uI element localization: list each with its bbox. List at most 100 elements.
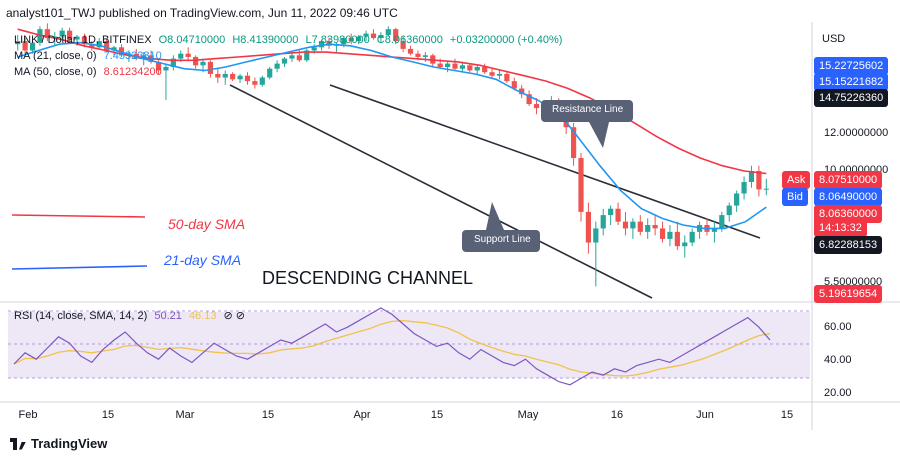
candle-body [289, 55, 294, 58]
candle-body [208, 62, 213, 74]
candle-body [445, 64, 450, 67]
candle-body [690, 232, 695, 243]
sma50-annotation: 50-day SMA [168, 216, 245, 232]
candle-body [534, 104, 539, 108]
candle-body [178, 54, 183, 59]
candle-body [186, 54, 191, 57]
candle-body [237, 76, 242, 80]
symbol-label[interactable]: LINK / Dollar, 1D, BITFINEX [14, 34, 152, 46]
candle-body [489, 72, 494, 76]
candle-body [408, 49, 413, 54]
rsi-tick-40: 40.00 [824, 354, 852, 366]
hide-icon[interactable]: ⊘ ⊘ [224, 310, 246, 322]
candle-body [682, 243, 687, 247]
candle-body [438, 64, 443, 67]
support-line-label: Support Line [474, 234, 531, 245]
candle-body [200, 62, 205, 65]
price-tag-3: 14.75226360 [814, 89, 888, 107]
bid-price-tag: 8.06490000 [814, 188, 882, 206]
rsi-ma-value: 46.13 [189, 310, 217, 322]
candle-body [578, 158, 583, 212]
candle-body [734, 193, 739, 205]
candle-body [601, 215, 606, 228]
open-value: O8.04710000 [159, 34, 226, 46]
candle-body [586, 212, 591, 243]
candle-body [593, 228, 598, 242]
high-value: H8.41390000 [232, 34, 298, 46]
candle-body [297, 55, 302, 60]
rsi-tick-20: 20.00 [824, 387, 852, 399]
ma50-label[interactable]: MA (50, close, 0) [14, 66, 97, 78]
time-axis: Feb 15 Mar 15 Apr 15 May 16 Jun 15 [19, 409, 794, 421]
candle-body [660, 228, 665, 239]
ohlc-legend: LINK / Dollar, 1D, BITFINEX O8.04710000 … [14, 34, 566, 46]
resistance-line-label: Resistance Line [552, 104, 623, 115]
time-tick-label: May [518, 409, 539, 421]
candle-body [615, 209, 620, 222]
rsi-label[interactable]: RSI (14, close, SMA, 14, 2) [14, 310, 147, 322]
candle-body [312, 47, 317, 50]
candle-body [282, 59, 287, 64]
low-value: L7.83980000 [305, 34, 369, 46]
candle-body [623, 222, 628, 229]
rsi-legend: RSI (14, close, SMA, 14, 2) 50.21 46.13 … [14, 309, 249, 322]
ma50-value: 8.61234200 [104, 66, 162, 78]
currency-label: USD [822, 33, 845, 45]
price-tick-12: 12.00000000 [824, 127, 888, 139]
rsi-value: 50.21 [154, 310, 182, 322]
candle-body [267, 69, 272, 78]
candle-body [223, 74, 228, 78]
time-tick-label: 15 [102, 409, 114, 421]
candle-body [252, 81, 257, 85]
candle-body [193, 57, 198, 65]
candle-body [482, 67, 487, 72]
change-value: +0.03200000 (+0.40%) [450, 34, 563, 46]
bid-label: Bid [782, 188, 808, 206]
candle-body [608, 209, 613, 215]
ma21-label[interactable]: MA (21, close, 0) [14, 50, 97, 62]
candle-body [245, 76, 250, 81]
candle-body [475, 67, 480, 70]
rsi-tick-60: 60.00 [824, 321, 852, 333]
candle-body [497, 74, 502, 76]
close-value: C8.06360000 [377, 34, 443, 46]
candle-body [275, 64, 280, 69]
time-tick-label: 15 [262, 409, 274, 421]
time-tick-label: Apr [353, 409, 370, 421]
candle-body [452, 64, 457, 69]
time-tick-label: Jun [696, 409, 714, 421]
candle-body [727, 206, 732, 216]
price-tag-low: 5.19619654 [814, 285, 882, 303]
candle-body [460, 65, 465, 68]
candle-body [215, 74, 220, 78]
candle-body [645, 225, 650, 232]
tradingview-logo-icon [10, 438, 26, 450]
candle-body [653, 225, 658, 228]
ma21-value: 7.45323810 [104, 50, 162, 62]
price-pane[interactable] [8, 22, 810, 300]
time-tick-label: Mar [176, 409, 195, 421]
candle-body [423, 55, 428, 57]
time-tick-label: 15 [431, 409, 443, 421]
tradingview-footer[interactable]: TradingView [10, 436, 107, 451]
time-tick-label: Feb [19, 409, 38, 421]
countdown-tag: 14:13:32 [814, 219, 867, 237]
candle-body [764, 189, 769, 190]
ma21-legend: MA (21, close, 0) 7.45323810 [14, 50, 166, 62]
candle-body [415, 54, 420, 57]
candle-body [638, 222, 643, 232]
candle-body [230, 74, 235, 79]
descending-channel-annotation: DESCENDING CHANNEL [262, 268, 473, 289]
candle-body [467, 65, 472, 70]
candle-body [741, 182, 746, 194]
candle-body [675, 232, 680, 246]
ask-price-tag: 8.07510000 [814, 171, 882, 189]
candle-body [667, 232, 672, 239]
candle-body [719, 215, 724, 228]
sma21-annotation: 21-day SMA [164, 252, 241, 268]
price-tag-sma21: 6.82288153 [814, 236, 882, 254]
candle-body [756, 171, 761, 189]
brand-name: TradingView [31, 436, 107, 451]
candle-body [630, 222, 635, 229]
candle-body [504, 74, 509, 81]
